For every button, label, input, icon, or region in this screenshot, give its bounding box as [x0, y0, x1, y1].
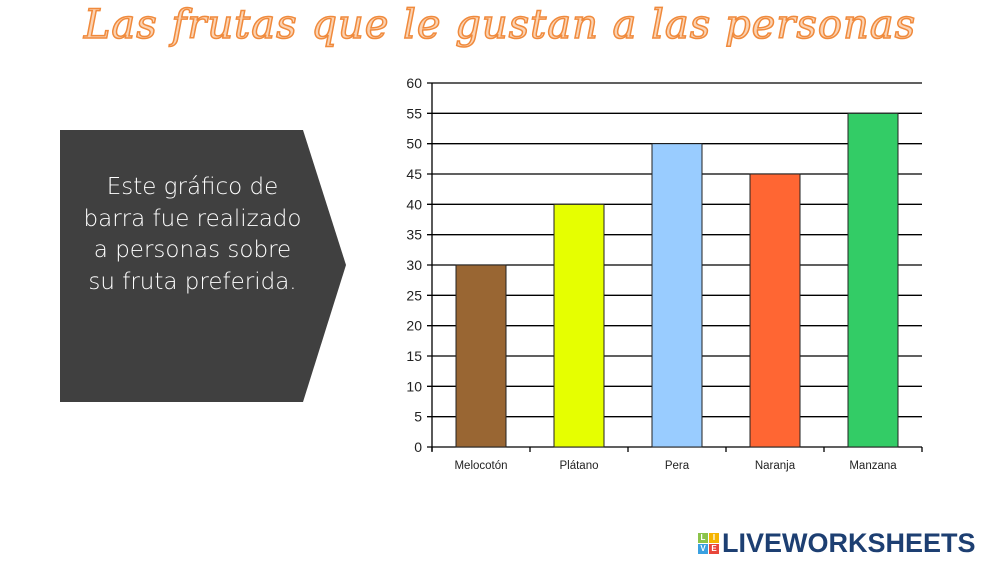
logo-letter-block: L: [698, 533, 708, 543]
bar-chart: 0 5 10 15 20 25 30 35 40 45 50 55 60 Melocotón Plátano…: [406, 75, 923, 472]
bar-manzana: [847, 112, 899, 448]
y-tick-label: 55: [406, 105, 422, 121]
y-tick-label: 45: [406, 166, 422, 182]
brand-name: LIVEWORKSHEETS: [722, 528, 976, 558]
y-tick-label: 60: [406, 75, 422, 91]
y-tick-label: 35: [406, 227, 422, 243]
bar-naranja: [749, 173, 801, 448]
y-tick-label: 50: [406, 136, 422, 152]
callout-arrow-shape: [60, 130, 346, 402]
bar-pera: [651, 143, 703, 448]
y-tick-label: 5: [414, 409, 422, 425]
y-tick-label: 15: [406, 348, 422, 364]
callout-text: Este gráfico de barra fue realizado a pe…: [83, 174, 302, 295]
y-tick-label: 40: [406, 196, 422, 212]
y-tick-label: 10: [406, 378, 422, 394]
y-tick-label: 0: [414, 439, 422, 455]
y-tick-label: 20: [406, 318, 422, 334]
y-tick-label: 30: [406, 257, 422, 273]
x-tick-label: Plátano: [559, 460, 598, 472]
logo-letter-block: E: [709, 544, 719, 554]
bar-melocotón: [455, 264, 507, 448]
page-title: Las frutas que le gustan a las personas: [83, 1, 917, 49]
y-tick-label: 25: [406, 287, 422, 303]
bar-plátano: [553, 203, 605, 448]
x-tick-label: Melocotón: [454, 460, 507, 472]
logo-letter-block: I: [709, 533, 719, 543]
logo-letter-block: V: [698, 544, 708, 554]
x-tick-label: Manzana: [849, 460, 897, 472]
x-tick-label: Pera: [665, 460, 690, 472]
x-tick-label: Naranja: [755, 460, 796, 472]
